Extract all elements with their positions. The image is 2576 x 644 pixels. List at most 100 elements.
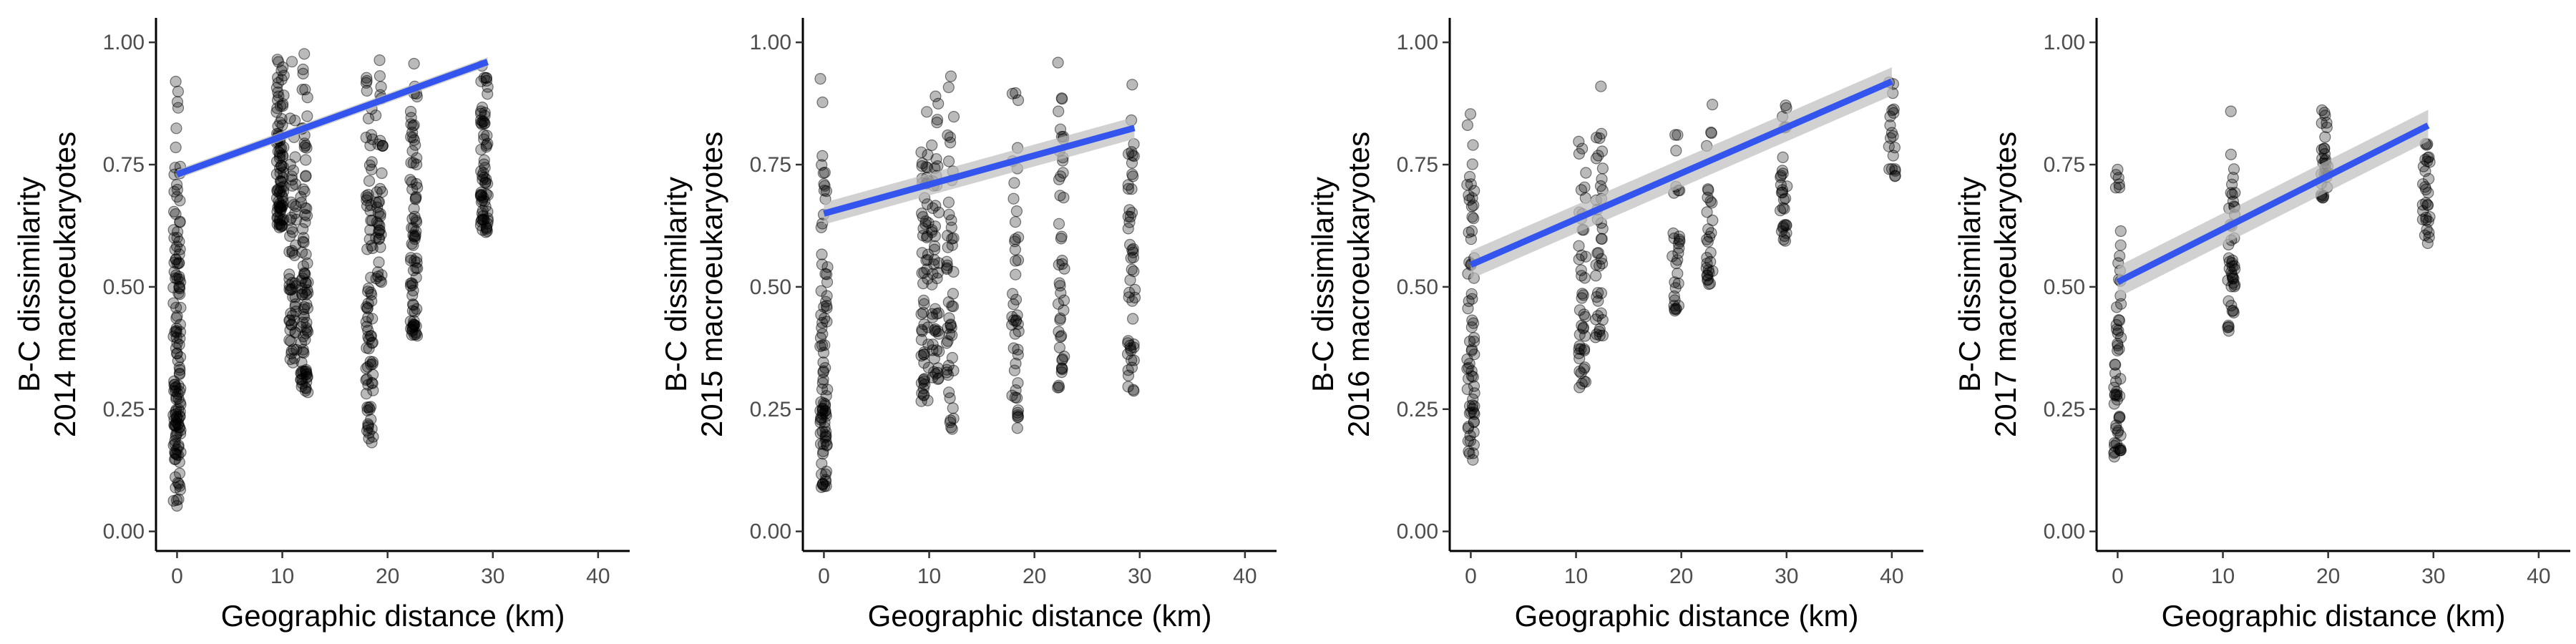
data-point [930,200,942,212]
data-point [2115,331,2127,343]
data-point [930,153,942,165]
data-point [1008,177,1020,189]
data-point [1468,416,1480,429]
data-point [1126,150,1138,162]
data-point [1887,150,1899,162]
data-point [169,243,181,255]
chart-panel-1: 0.00 0.25 0.50 0.75 1.00 0 10 20 30 40 Geographic … [12,18,630,633]
data-point [1594,132,1606,145]
data-point [1667,250,1679,263]
data-point [273,195,285,208]
data-point [406,213,419,225]
data-point [405,252,417,264]
data-point [374,70,386,82]
data-point [1461,119,1473,131]
data-point [927,311,939,323]
data-point [1010,87,1022,99]
y-tick-label: 0.75 [750,153,791,177]
data-point [286,56,298,68]
data-point [1461,383,1473,396]
data-point [1670,145,1682,157]
data-point [1580,167,1592,179]
data-point [1468,199,1480,211]
data-point [1056,255,1068,267]
data-point [175,424,187,436]
data-point [167,297,180,309]
y-tick-label: 0.50 [2044,275,2085,299]
x-tick-label: 0 [818,565,830,588]
regression-line [2116,122,2430,286]
data-point [1464,108,1477,120]
data-point [1705,126,1717,139]
data-point [275,176,288,188]
data-point [917,223,930,235]
data-point [174,406,186,418]
data-point [299,202,311,214]
data-point [1467,447,1479,459]
data-point [2114,225,2127,238]
data-point [286,345,298,357]
data-point [816,383,829,396]
data-point [821,261,834,273]
x-tick-label: 10 [270,565,294,588]
x-tick-label: 0 [171,565,183,588]
data-point [816,478,829,490]
data-point [1127,384,1140,396]
data-point [1701,206,1713,218]
data-point [298,137,311,150]
data-point [1702,223,1714,235]
data-point [372,270,384,283]
data-point [409,139,421,151]
x-tick-label: 10 [2211,565,2235,588]
y-axis-title-line-2: 2015 macroeukaryotes [695,132,728,437]
data-point [816,457,828,469]
data-point [915,308,927,320]
data-point [2422,187,2434,199]
data-point [1596,162,1609,175]
data-point [1465,345,1478,357]
data-point [1055,170,1067,182]
data-point [1889,165,1901,177]
data-point [172,477,185,490]
data-point [272,86,284,99]
data-point [170,325,182,337]
data-point [1468,336,1480,348]
data-point [376,167,388,180]
data-point [1707,265,1719,277]
data-point [930,90,942,102]
data-point [1573,135,1585,147]
data-point [296,368,308,380]
data-point [820,426,832,438]
data-point [1012,94,1025,107]
data-point [2225,187,2237,199]
data-point [930,326,942,338]
data-point [364,159,376,172]
data-point [2114,444,2127,457]
data-point [816,96,829,109]
data-point [947,301,960,313]
data-point [1468,406,1480,419]
data-point [361,243,374,255]
data-point [366,313,379,325]
scatter-points [167,48,494,512]
data-point [362,311,374,323]
data-point [927,338,939,351]
data-point [821,439,833,451]
data-point [916,157,929,170]
data-point [2319,131,2331,143]
data-point [917,306,930,318]
scatter-points [1461,76,1901,466]
data-point [366,295,378,307]
data-point [947,111,960,123]
data-point [928,352,941,365]
data-point [1700,262,1712,274]
data-point [174,215,186,228]
data-point [285,196,297,208]
data-point [2110,386,2123,398]
data-point [2114,373,2127,385]
data-point [2417,205,2429,217]
data-point [1053,218,1065,230]
data-point [1468,387,1480,399]
data-point [2223,325,2235,337]
data-point [947,412,960,424]
